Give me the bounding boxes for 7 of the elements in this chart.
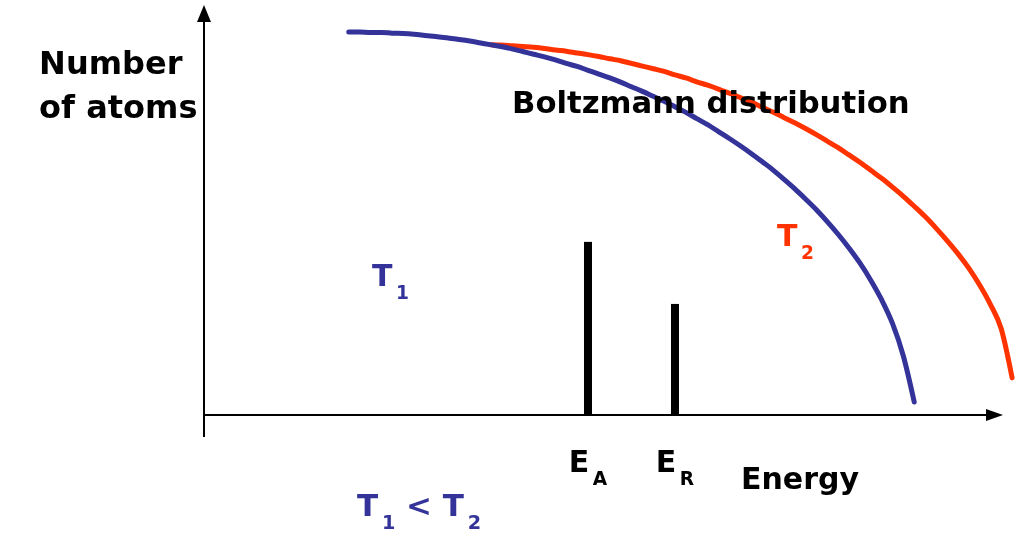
text: T$_{2}$: [777, 218, 815, 263]
text: T$_{1}$ < T$_{2}$: [357, 487, 482, 535]
x-tick-label: E$_{A}$: [568, 444, 608, 489]
x-tick-label: E$_{R}$: [655, 444, 695, 489]
x-axis-title: Energy: [741, 461, 860, 496]
y-axis-title: Number of atoms: [39, 44, 198, 126]
text: T$_{1}$: [372, 258, 410, 303]
